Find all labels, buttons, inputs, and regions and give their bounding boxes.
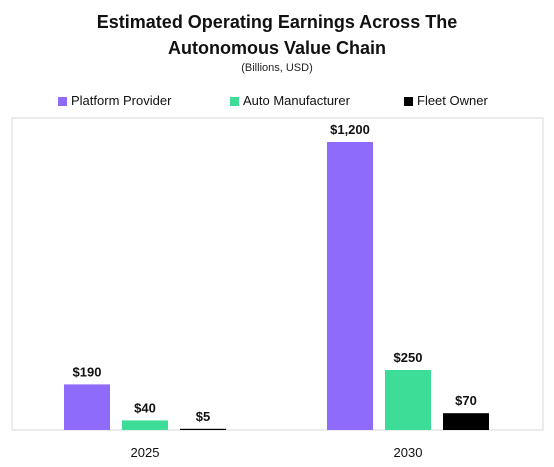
chart-title-line-1: Estimated Operating Earnings Across The xyxy=(96,12,458,32)
legend-swatch-fleet-owner xyxy=(404,97,413,106)
legend-label-auto-manufacturer: Auto Manufacturer xyxy=(243,93,350,108)
chart-title-line-2: Autonomous Value Chain xyxy=(167,38,386,58)
bar-platform-provider-2025 xyxy=(64,384,110,430)
bar-fleet-owner-2025 xyxy=(180,428,226,430)
data-label-platform-provider-2030: $1,200 xyxy=(330,122,370,137)
x-tick-label-2025: 2025 xyxy=(131,445,160,460)
bars-group: $190 $40 $5 2025 $1,200 $250 $70 2030 xyxy=(64,122,489,460)
legend-label-platform-provider: Platform Provider xyxy=(71,93,172,108)
data-label-platform-provider-2025: $190 xyxy=(73,364,102,379)
bar-platform-provider-2030 xyxy=(327,142,373,430)
plot-frame xyxy=(11,117,544,431)
legend-swatch-platform-provider xyxy=(58,97,67,106)
legend-swatch-auto-manufacturer xyxy=(230,97,239,106)
data-label-fleet-owner-2030: $70 xyxy=(455,393,477,408)
bar-auto-manufacturer-2025 xyxy=(122,420,168,430)
chart-subtitle: (Billions, USD) xyxy=(241,62,313,74)
data-label-auto-manufacturer-2030: $250 xyxy=(394,350,423,365)
bar-auto-manufacturer-2030 xyxy=(385,370,431,430)
legend-label-fleet-owner: Fleet Owner xyxy=(417,93,488,108)
data-label-fleet-owner-2025: $5 xyxy=(196,409,210,424)
data-label-auto-manufacturer-2025: $40 xyxy=(134,400,156,415)
x-tick-label-2030: 2030 xyxy=(394,445,423,460)
bar-fleet-owner-2030 xyxy=(443,413,489,430)
